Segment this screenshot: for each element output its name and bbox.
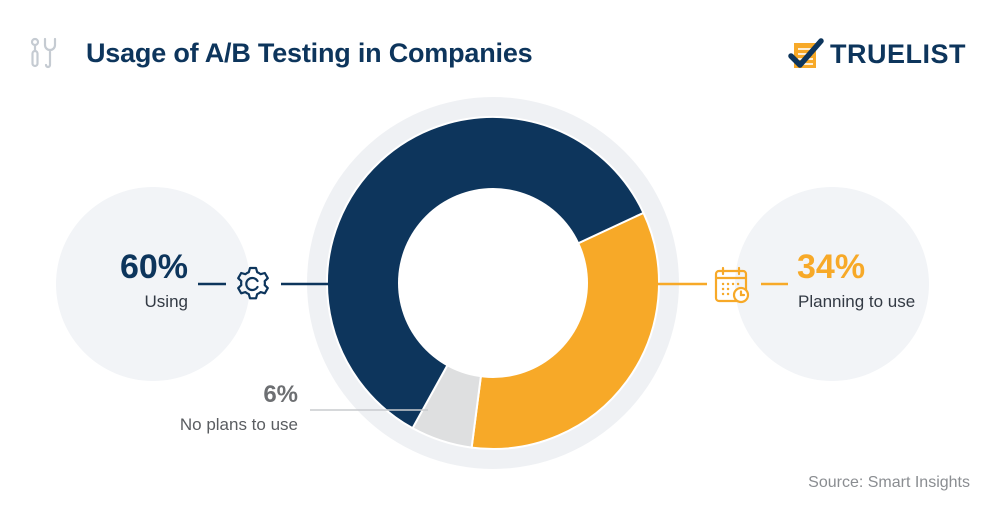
source-note: Source: Smart Insights <box>808 474 970 491</box>
logo-text: TRUELIST <box>830 39 966 69</box>
using-label: Using <box>144 292 188 311</box>
checklist-icon <box>788 38 824 68</box>
planning-percentage: 34% <box>797 248 866 286</box>
planning-label: Planning to use <box>798 292 916 311</box>
truelist-logo: TRUELIST <box>788 36 966 72</box>
calendar-clock-icon <box>714 266 750 304</box>
noplans-percentage: 6% <box>263 381 298 408</box>
tools-icon <box>30 37 57 69</box>
noplans-label: No plans to use <box>179 415 298 434</box>
using-percentage: 60% <box>119 248 188 286</box>
page-title: Usage of A/B Testing in Companies <box>86 38 533 68</box>
donut-hole <box>398 188 588 378</box>
gear-icon <box>237 266 269 300</box>
